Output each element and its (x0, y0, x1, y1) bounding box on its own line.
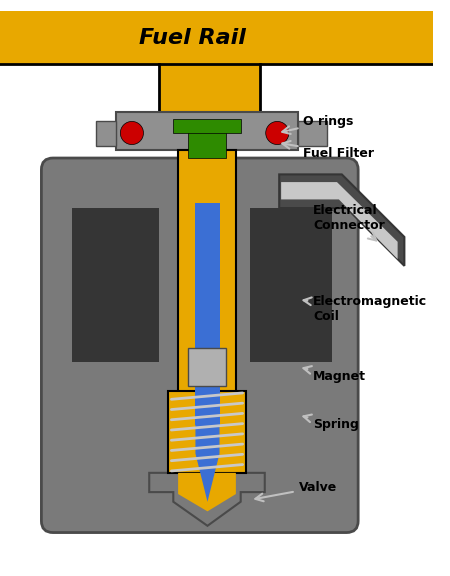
Bar (298, 122, 327, 146)
Bar (168, 391, 246, 473)
Polygon shape (195, 425, 220, 502)
Polygon shape (281, 182, 398, 259)
Text: Electromagnetic
Coil: Electromagnetic Coil (303, 295, 427, 323)
Bar (0, 11, 433, 64)
Text: Electrical
Connector: Electrical Connector (313, 204, 385, 240)
Text: Magnet: Magnet (303, 366, 366, 383)
Bar (195, 203, 220, 425)
Bar (178, 150, 236, 483)
Bar (159, 64, 260, 116)
Bar (173, 119, 241, 133)
Bar (188, 348, 226, 386)
Text: Spring: Spring (303, 415, 359, 431)
Polygon shape (149, 473, 265, 526)
Bar (96, 122, 116, 146)
Polygon shape (178, 473, 236, 511)
Bar (72, 208, 159, 362)
Text: Fuel Rail: Fuel Rail (139, 28, 246, 48)
Circle shape (120, 122, 144, 145)
Text: Fuel Filter: Fuel Filter (282, 141, 374, 160)
Bar (188, 124, 226, 158)
Circle shape (266, 122, 289, 145)
Bar (116, 112, 298, 150)
FancyBboxPatch shape (41, 158, 358, 533)
Text: O rings: O rings (282, 115, 354, 134)
Text: Valve: Valve (255, 481, 337, 501)
Bar (250, 208, 332, 362)
Polygon shape (279, 175, 405, 266)
